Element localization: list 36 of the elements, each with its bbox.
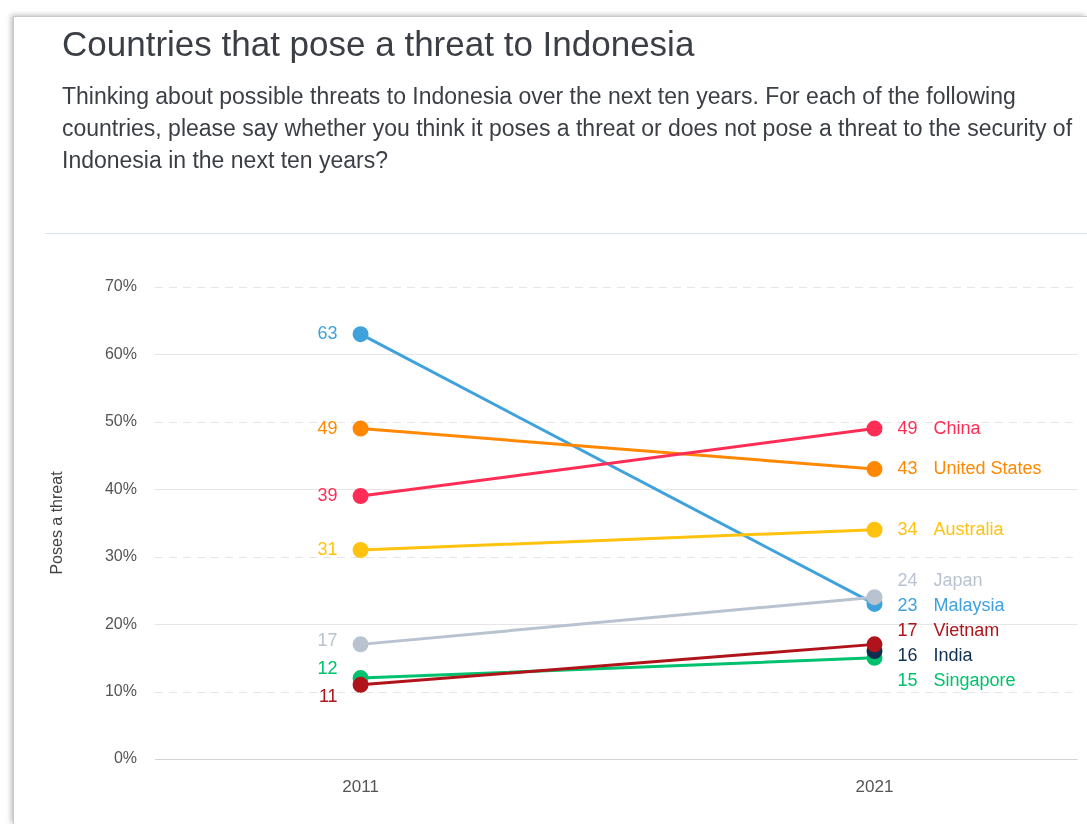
y-tick-label: 30%: [104, 547, 137, 565]
y-axis-title: Poses a threat: [48, 470, 66, 575]
data-label: 23: [897, 594, 918, 615]
data-label: 39: [317, 485, 338, 505]
data-label: 63: [317, 323, 338, 344]
data-label: 43: [897, 458, 918, 479]
chart-title: Countries that pose a threat to Indonesia: [62, 24, 695, 64]
data-label: 34: [897, 518, 918, 539]
text: Australia: [933, 518, 1005, 539]
x-tick-label: 2021: [855, 776, 894, 796]
data-label: 16: [897, 644, 918, 665]
y-tick-label: 60%: [104, 344, 137, 362]
text: India: [933, 644, 974, 665]
y-tick-label: 40%: [104, 479, 137, 497]
y-tick-label: 20%: [104, 614, 137, 632]
data-label: 17: [897, 619, 918, 640]
y-tick-label: 10%: [104, 681, 137, 699]
y-tick-label: 70%: [104, 277, 137, 295]
chart-subtitle: Thinking about possible threats to Indonesia over the next ten years. For each of the following countries, please say whether you think it poses a threat or does not pose a threat to the security of Indonesia in the next ten years?: [62, 82, 1074, 175]
x-tick-label: 2011: [342, 776, 379, 796]
data-label: 15: [897, 669, 918, 690]
data-label: 12: [317, 658, 338, 679]
text: Malaysia: [933, 594, 1006, 615]
data-label: 49: [897, 417, 918, 438]
text: Singapore: [933, 669, 1016, 690]
data-label: 31: [317, 538, 338, 559]
text: China: [933, 417, 982, 438]
data-label: 24: [897, 569, 918, 590]
text: Japan: [933, 569, 983, 590]
data-label: 49: [317, 417, 338, 438]
y-tick-label: 50%: [104, 412, 137, 430]
data-label: 17: [317, 630, 338, 651]
data-label: 11: [318, 686, 338, 707]
text: Vietnam: [933, 619, 1000, 640]
text: United States: [933, 458, 1042, 479]
y-tick-label: 0%: [113, 749, 137, 767]
